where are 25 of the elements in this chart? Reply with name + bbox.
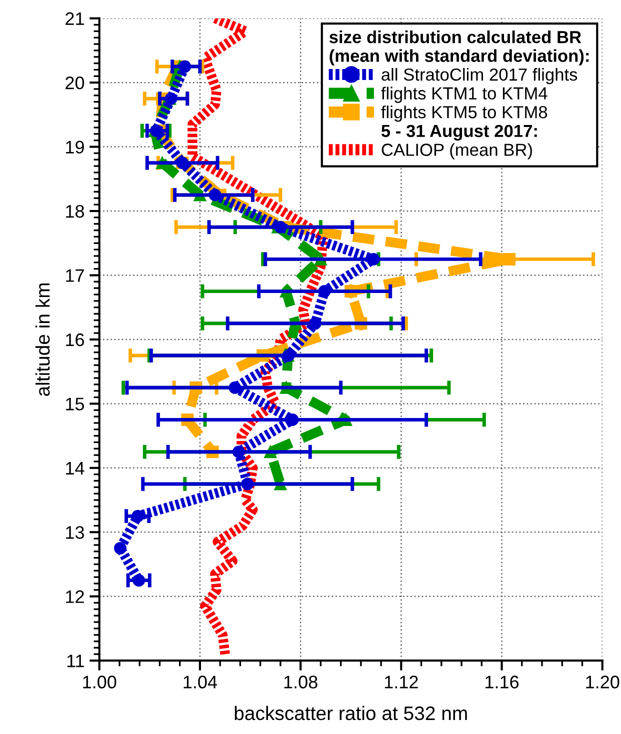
legend-label: flights KTM5 to KTM8 <box>381 106 548 122</box>
y-axis-title: altitude in km <box>35 283 50 396</box>
x-tick-label: 1.08 <box>284 676 318 688</box>
y-tick-label: 18 <box>66 204 84 218</box>
y-tick-label: 17 <box>66 269 84 282</box>
x-tick-label: 1.16 <box>486 676 519 688</box>
legend-title: size distribution calculated BR (mean with standard deviation): <box>329 30 589 66</box>
legend-label: all StratoClim 2017 flights <box>382 68 578 84</box>
x-tick-label: 1.20 <box>586 676 620 688</box>
legend-label: flights KTM1 to KTM4 <box>381 86 548 103</box>
x-tick-label: 1.00 <box>83 676 116 688</box>
y-tick-label: 20 <box>66 76 84 90</box>
y-tick-label: 19 <box>66 140 84 154</box>
y-tick-label: 15 <box>66 398 84 410</box>
annotation: 5 - 31 August 2017: <box>381 124 537 141</box>
y-tick-label: 12 <box>66 590 84 603</box>
x-axis-title: backscatter ratio at 532 nm <box>234 706 467 720</box>
y-tick-label: 11 <box>67 654 84 668</box>
x-tick-label: 1.12 <box>384 676 418 688</box>
x-tick-label: 1.04 <box>184 676 218 688</box>
y-tick-label: 21 <box>66 12 84 25</box>
y-tick-label: 14 <box>66 462 84 474</box>
y-tick-label: 13 <box>66 526 84 539</box>
y-tick-label: 16 <box>66 333 84 346</box>
legend-label: CALIOP (mean BR) <box>382 143 532 160</box>
